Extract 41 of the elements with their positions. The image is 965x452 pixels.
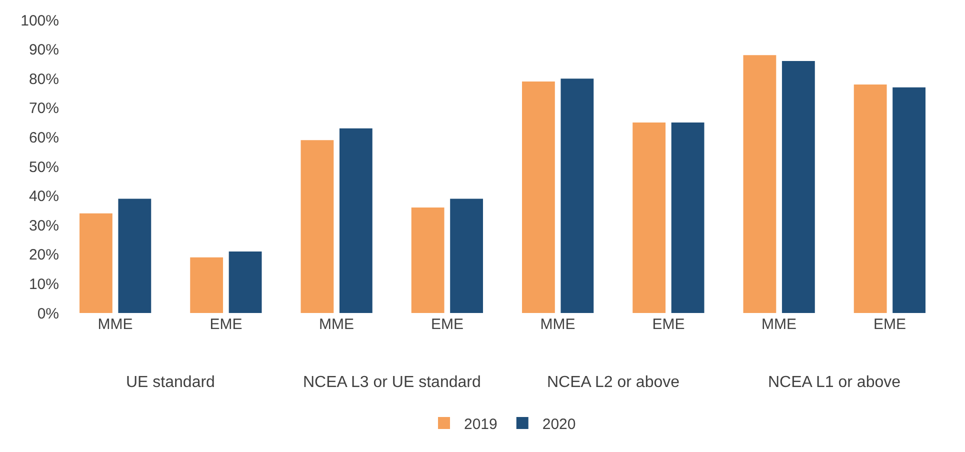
- bar: [339, 128, 372, 313]
- x-tick-label: MME: [762, 316, 797, 333]
- bar: [671, 122, 704, 313]
- bar: [632, 122, 666, 313]
- bar: [560, 78, 594, 313]
- text: UE standard: [126, 374, 215, 391]
- x-tick-label: MME: [540, 316, 576, 333]
- text: NCEA L1 or above: [768, 374, 901, 391]
- y-tick-label: 100%: [20, 12, 59, 30]
- y-tick-label: 0%: [37, 305, 59, 322]
- y-tick-label: 80%: [28, 70, 59, 88]
- bar: [892, 87, 926, 313]
- bar: [228, 251, 262, 313]
- y-tick-label: 40%: [28, 188, 59, 206]
- y-tick-label: 50%: [28, 158, 59, 176]
- bar: [411, 208, 444, 313]
- bar: [522, 82, 555, 313]
- bar: [118, 198, 152, 313]
- x-tick-label: EME: [652, 316, 685, 333]
- text: NCEA L2 or above: [547, 374, 680, 391]
- x-tick-label: MME: [319, 316, 354, 333]
- x-tick-label: EME: [430, 316, 464, 333]
- bar: [190, 257, 224, 313]
- legend-label: 2019: [464, 416, 498, 433]
- bar: [854, 84, 887, 313]
- bar: [743, 55, 776, 313]
- y-tick-label: 10%: [28, 276, 59, 293]
- y-tick-label: 20%: [28, 246, 59, 264]
- bar: [300, 140, 334, 313]
- y-tick-label: 70%: [28, 100, 59, 118]
- y-tick-label: 90%: [28, 42, 59, 59]
- legend-label: 2020: [542, 416, 576, 433]
- x-tick-label: EME: [873, 316, 906, 333]
- y-tick-label: 60%: [28, 129, 59, 146]
- x-tick-label: MME: [98, 316, 133, 333]
- y-tick-label: 30%: [28, 217, 59, 234]
- bar: [80, 213, 112, 313]
- text: NCEA L3 or UE standard: [303, 374, 481, 391]
- bar: [450, 198, 483, 313]
- x-tick-label: EME: [210, 316, 242, 333]
- bar: [782, 61, 815, 313]
